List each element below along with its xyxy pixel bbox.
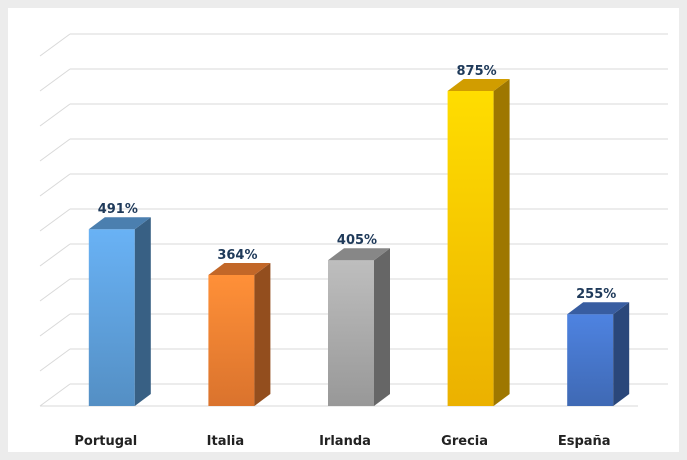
- data-label-irlanda: 405%: [337, 233, 377, 248]
- bar-side: [613, 302, 630, 406]
- bar-front: [328, 260, 374, 406]
- gridline-depth: [39, 243, 71, 267]
- data-labels: 491% 364% 405% 875% 255%: [98, 64, 617, 302]
- chart-frame: 491% 364% 405% 875% 255% Portugal Italia Irlan…: [8, 8, 679, 452]
- gridline-depth: [39, 348, 71, 372]
- category-label-españa: España: [558, 434, 611, 449]
- bar-side: [493, 79, 510, 406]
- bar-side: [254, 262, 271, 406]
- bar-front: [88, 229, 135, 406]
- bar-side: [374, 248, 390, 406]
- gridline-depth: [39, 173, 71, 197]
- gridline-depth: [39, 278, 71, 302]
- bar-chart: 491% 364% 405% 875% 255% Portugal Italia Irlan…: [39, 33, 668, 449]
- bar-top: [88, 217, 151, 230]
- category-label-portugal: Portugal: [74, 434, 137, 449]
- bar-top: [328, 248, 390, 261]
- category-label-italia: Italia: [207, 434, 245, 449]
- bar-portugal: [88, 217, 151, 406]
- bar-top: [208, 262, 271, 275]
- data-label-portugal: 491%: [98, 202, 138, 217]
- bar-front: [447, 91, 494, 406]
- gridline-depth: [39, 138, 71, 162]
- bar-grecia: [447, 79, 510, 406]
- gridline-depth: [39, 208, 71, 232]
- data-label-italia: 364%: [217, 248, 257, 263]
- bar-italia: [208, 262, 271, 406]
- category-label-grecia: Grecia: [441, 434, 488, 449]
- category-labels: Portugal Italia Irlanda Grecia España: [74, 434, 610, 449]
- bar-irlanda: [328, 248, 390, 406]
- gridline-depth: [39, 33, 71, 57]
- gridline-depth: [39, 313, 71, 337]
- gridline-depth: [39, 383, 71, 407]
- gridline-depth: [39, 103, 71, 127]
- bars: [88, 79, 630, 406]
- bar-side: [134, 217, 151, 406]
- gridline-depth: [39, 68, 71, 92]
- data-label-grecia: 875%: [457, 64, 497, 79]
- bar-front: [208, 274, 255, 406]
- bar-españa: [567, 302, 630, 406]
- bar-top: [567, 302, 630, 315]
- bar-top: [447, 79, 510, 91]
- data-label-españa: 255%: [576, 287, 616, 302]
- category-label-irlanda: Irlanda: [319, 434, 371, 449]
- bar-front: [567, 314, 614, 406]
